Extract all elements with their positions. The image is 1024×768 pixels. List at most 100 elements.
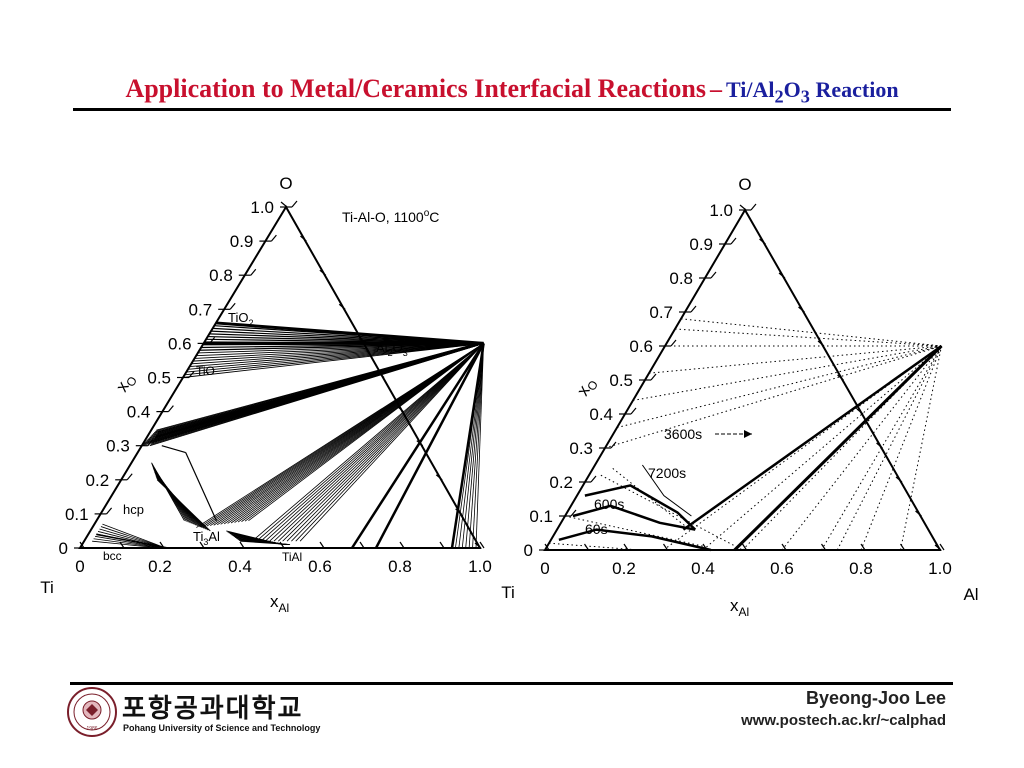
y-tick-mark [291,200,298,208]
phase-part: 3 [203,537,208,547]
y-tick-mark [250,268,257,276]
y-tick-mark [670,339,677,347]
tie-line [92,540,161,549]
y-tick-mark [209,337,216,344]
left-x-axis-label: xAl [270,592,289,615]
tie-line [264,343,484,542]
y-tick-label: 0.9 [230,232,254,251]
dotted-tie-line [674,328,942,347]
tie-line [295,343,484,542]
x-tick-label: 0.8 [849,559,873,578]
phase-part: Al [376,340,388,355]
reaction-path [641,464,692,517]
dotted-tie-line [616,345,942,429]
x-tick-label: 0.2 [148,557,172,576]
time-label-60s: 60s [585,521,608,537]
x-tick-mark [584,543,589,551]
x-tick-label: 1.0 [928,559,952,578]
x-tick-mark [544,543,550,551]
author-url: www.postech.ac.kr/~calphad [741,712,946,729]
phase-label-bcc: bcc [103,549,122,563]
edge-tick-mark [358,337,365,344]
y-tick-mark [730,237,737,245]
edge-tick-mark [377,372,385,378]
time-label-7200s: 7200s [648,465,686,481]
axis-label-main: x [730,596,739,615]
tie-line [269,343,484,542]
y-tick-mark [188,371,195,378]
left-ti-corner-label: Ti [40,578,54,597]
x-tick-label: 0.6 [308,557,332,576]
tie-line [472,343,484,549]
x-tick-mark [742,543,747,551]
axis-label-main: x [270,592,279,611]
y-tick-label: 0.8 [669,269,693,288]
time-label-3600s: 3600s [664,426,702,442]
tie-line [100,526,162,547]
dotted-tie-line [860,345,942,551]
tie-line [197,342,484,354]
right-reaction-paths [558,344,943,552]
y-tick-mark [147,439,154,447]
y-tick-label: 0.9 [689,235,713,254]
x-tick-label: 1.0 [468,557,492,576]
edge-tick-mark [455,508,462,515]
x-tick-mark [279,541,285,549]
dotted-tie-line [548,542,640,551]
y-tick-mark [167,405,174,412]
tie-line [475,343,484,549]
title-sub-part: Ti/Al [725,77,775,102]
y-tick-mark [126,473,133,481]
left-apex-label: O [279,174,292,193]
tie-line [465,343,484,549]
y-tick-label: 0.5 [609,371,633,390]
right-al-corner-label: Al [963,585,978,604]
right-x-tick-labels: 0 0.2 0.4 0.6 0.8 1.0 [540,559,952,578]
tie-line [455,343,484,549]
tie-line [451,343,484,549]
axis-label-sub: Al [739,605,750,619]
y-tick-label: 0.3 [569,439,593,458]
left-y-tick-labels: 1.0 0.9 0.8 0.7 0.6 0.5 0.4 0.3 0.2 0.1 0 [59,198,274,558]
y-tick-mark [750,203,757,211]
y-tick-mark [570,509,577,517]
phase-part: Ti [193,529,203,544]
dotted-tie-line [663,345,942,551]
title-sub: Ti/Al2O3 Reaction [725,77,899,106]
dotted-tie-line [604,345,942,449]
y-tick-label: 0.1 [529,507,553,526]
edge-tick-mark [319,269,327,276]
tie-line [185,452,218,521]
x-tick-label: 0.4 [228,557,252,576]
reaction-path [682,344,943,531]
footer-rule [70,682,953,685]
y-tick-label: 1.0 [250,198,274,217]
phase-label-tial: TiAl [282,550,302,564]
phase-part: O [393,340,403,355]
tie-line [468,343,484,549]
tie-line [156,343,478,431]
tie-line [94,535,161,548]
university-name-korean: 포항공과대학교 [122,694,304,724]
edge-tick-mark [397,406,404,413]
reaction-path [733,344,943,552]
university-emblem-icon: 1986 [67,687,117,737]
x-tick-mark [119,541,125,549]
ternary-diagrams: 1.00.90.80.70.60.50.40.30.20.10 0 0.2 0.4 0… [40,174,978,619]
y-tick-label: 0.7 [649,303,673,322]
condition-text: Ti-Al-O, 1100 [342,209,424,225]
y-tick-label: 0.3 [106,437,130,456]
x-tick-mark [900,543,905,551]
right-y-tick-labels: 1.0 0.9 0.8 0.7 0.6 0.5 0.4 0.3 0.2 0.1 0 [524,201,733,560]
reaction-path [584,484,697,531]
y-tick-label: 0.7 [189,300,213,319]
tie-line [251,343,484,542]
tie-line [260,343,484,542]
y-tick-label: 0.6 [629,337,653,356]
x-tick-mark [821,543,826,551]
author-name: Byeong-Joo Lee [805,688,946,708]
y-tick-label: 0 [59,539,68,558]
x-tick-mark [663,543,668,551]
tie-line [458,343,484,549]
y-tick-mark [590,475,597,483]
